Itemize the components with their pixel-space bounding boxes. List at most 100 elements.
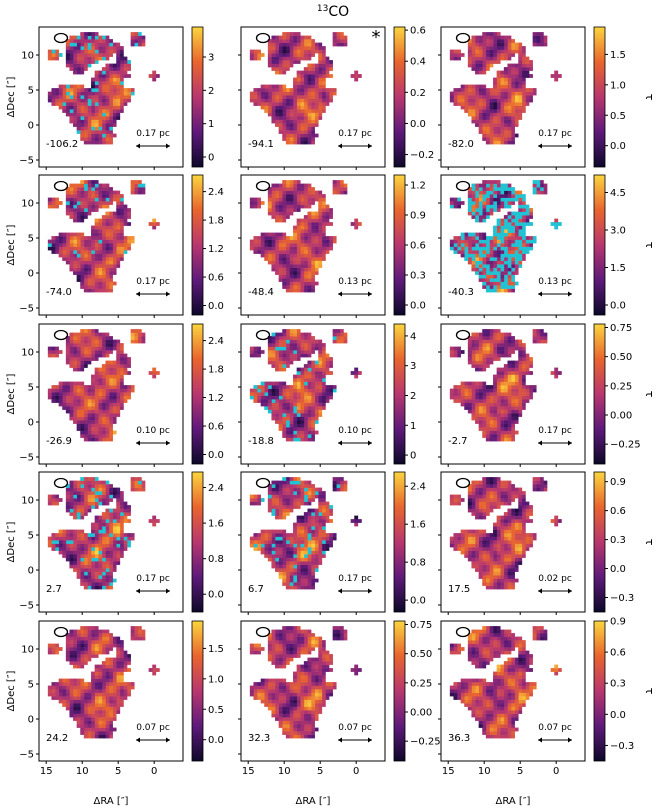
heatmap-cell [109, 399, 113, 403]
heatmap-cell [503, 343, 508, 347]
heatmap-cell [76, 105, 81, 110]
heatmap-cell [482, 119, 487, 124]
heatmap-cell [318, 250, 323, 254]
heatmap-cell [80, 208, 85, 212]
y-axis-label: ΔDec [″] [6, 373, 17, 414]
heatmap-cell [507, 91, 512, 96]
heatmap-cell [109, 77, 113, 82]
heatmap-cell [94, 501, 99, 506]
heatmap-cell [152, 374, 157, 379]
heatmap-cell [101, 119, 106, 124]
heatmap-cell [339, 339, 344, 344]
heatmap-cell [296, 253, 301, 258]
heatmap-cell [87, 484, 92, 488]
heatmap-cell [282, 95, 287, 99]
heatmap-cell [493, 437, 497, 442]
heatmap-cell [503, 243, 508, 247]
heatmap-cell [314, 388, 319, 393]
heatmap-cell [282, 434, 287, 438]
heatmap-cell [478, 267, 483, 272]
heatmap-cell [507, 402, 512, 407]
heatmap-cell [271, 381, 276, 386]
heatmap-cell [311, 225, 315, 230]
heatmap-cell [109, 578, 113, 583]
heatmap-cell [532, 388, 537, 393]
heatmap-cell [514, 250, 519, 254]
heatmap-cell [503, 260, 508, 265]
heatmap-cell [80, 119, 85, 124]
heatmap-cell [119, 239, 124, 244]
heatmap-cell [80, 88, 85, 92]
heatmap-cell [496, 183, 501, 188]
panel-frame [240, 323, 386, 465]
heatmap-cell [285, 364, 290, 368]
heatmap-cell [101, 112, 106, 117]
heatmap-cell [271, 98, 276, 103]
beam-ellipse [53, 180, 69, 192]
heatmap-cell [116, 201, 121, 205]
heatmap-cell [482, 183, 487, 188]
heatmap-cell [514, 395, 519, 400]
heatmap-cell [134, 487, 139, 492]
heatmap-cell [282, 339, 287, 344]
heatmap-cell [282, 430, 287, 435]
heatmap-cell [300, 402, 305, 407]
heatmap-cell [507, 430, 512, 435]
heatmap-cell [500, 222, 505, 226]
heatmap-cell [109, 388, 113, 393]
heatmap-cell [321, 95, 326, 99]
heatmap-cell [507, 257, 512, 261]
heatmap-cell [65, 105, 70, 110]
heatmap-cell [94, 498, 99, 502]
heatmap-cell [289, 35, 294, 40]
heatmap-cell [271, 215, 276, 219]
heatmap-cell [485, 274, 490, 279]
heatmap-cell [267, 336, 272, 340]
heatmap-cell [73, 95, 77, 99]
heatmap-cell [80, 39, 85, 43]
heatmap-cell [55, 395, 59, 400]
heatmap-cell [94, 49, 99, 54]
heatmap-cell [260, 91, 265, 96]
heatmap-cell [471, 109, 476, 113]
heatmap-cell [485, 346, 490, 351]
heatmap-cell [478, 409, 483, 414]
heatmap-cell [289, 427, 294, 431]
heatmap-cell [80, 53, 85, 57]
heatmap-cell [325, 246, 330, 251]
heatmap-cell [453, 388, 458, 393]
heatmap-cell [271, 353, 276, 358]
heatmap-cell [293, 88, 297, 92]
heatmap-cell [467, 260, 472, 265]
heatmap-cell [91, 529, 95, 534]
heatmap-cell [453, 236, 458, 240]
heatmap-cell [475, 367, 479, 372]
heatmap-cell [457, 91, 461, 96]
heatmap-cell [493, 430, 497, 435]
heatmap-cell [518, 211, 523, 216]
heatmap-cell [285, 278, 290, 282]
heatmap-cell [116, 95, 121, 99]
heatmap-cell [285, 420, 290, 424]
heatmap-cell [137, 180, 142, 184]
heatmap-cell [69, 88, 74, 92]
heatmap-cell [489, 274, 494, 279]
heatmap-cell [303, 218, 308, 223]
heatmap-cell [503, 194, 508, 198]
heatmap-cell [282, 253, 287, 258]
heatmap-cell [83, 339, 88, 344]
heatmap-cell [112, 550, 117, 555]
heatmap-cell [112, 84, 117, 89]
heatmap-cell [285, 32, 290, 36]
heatmap-cell [496, 77, 501, 82]
heatmap-cell [275, 218, 279, 223]
heatmap-cell [475, 343, 479, 347]
heatmap-cell [267, 42, 272, 47]
heatmap-cell [47, 239, 52, 244]
heatmap-cell [500, 39, 505, 43]
heatmap-cell [489, 413, 494, 417]
heatmap-cell [285, 395, 290, 400]
heatmap-cell [493, 350, 497, 354]
heatmap-cell [76, 381, 81, 386]
colorbar-tick-label: 0.6 [410, 241, 426, 252]
